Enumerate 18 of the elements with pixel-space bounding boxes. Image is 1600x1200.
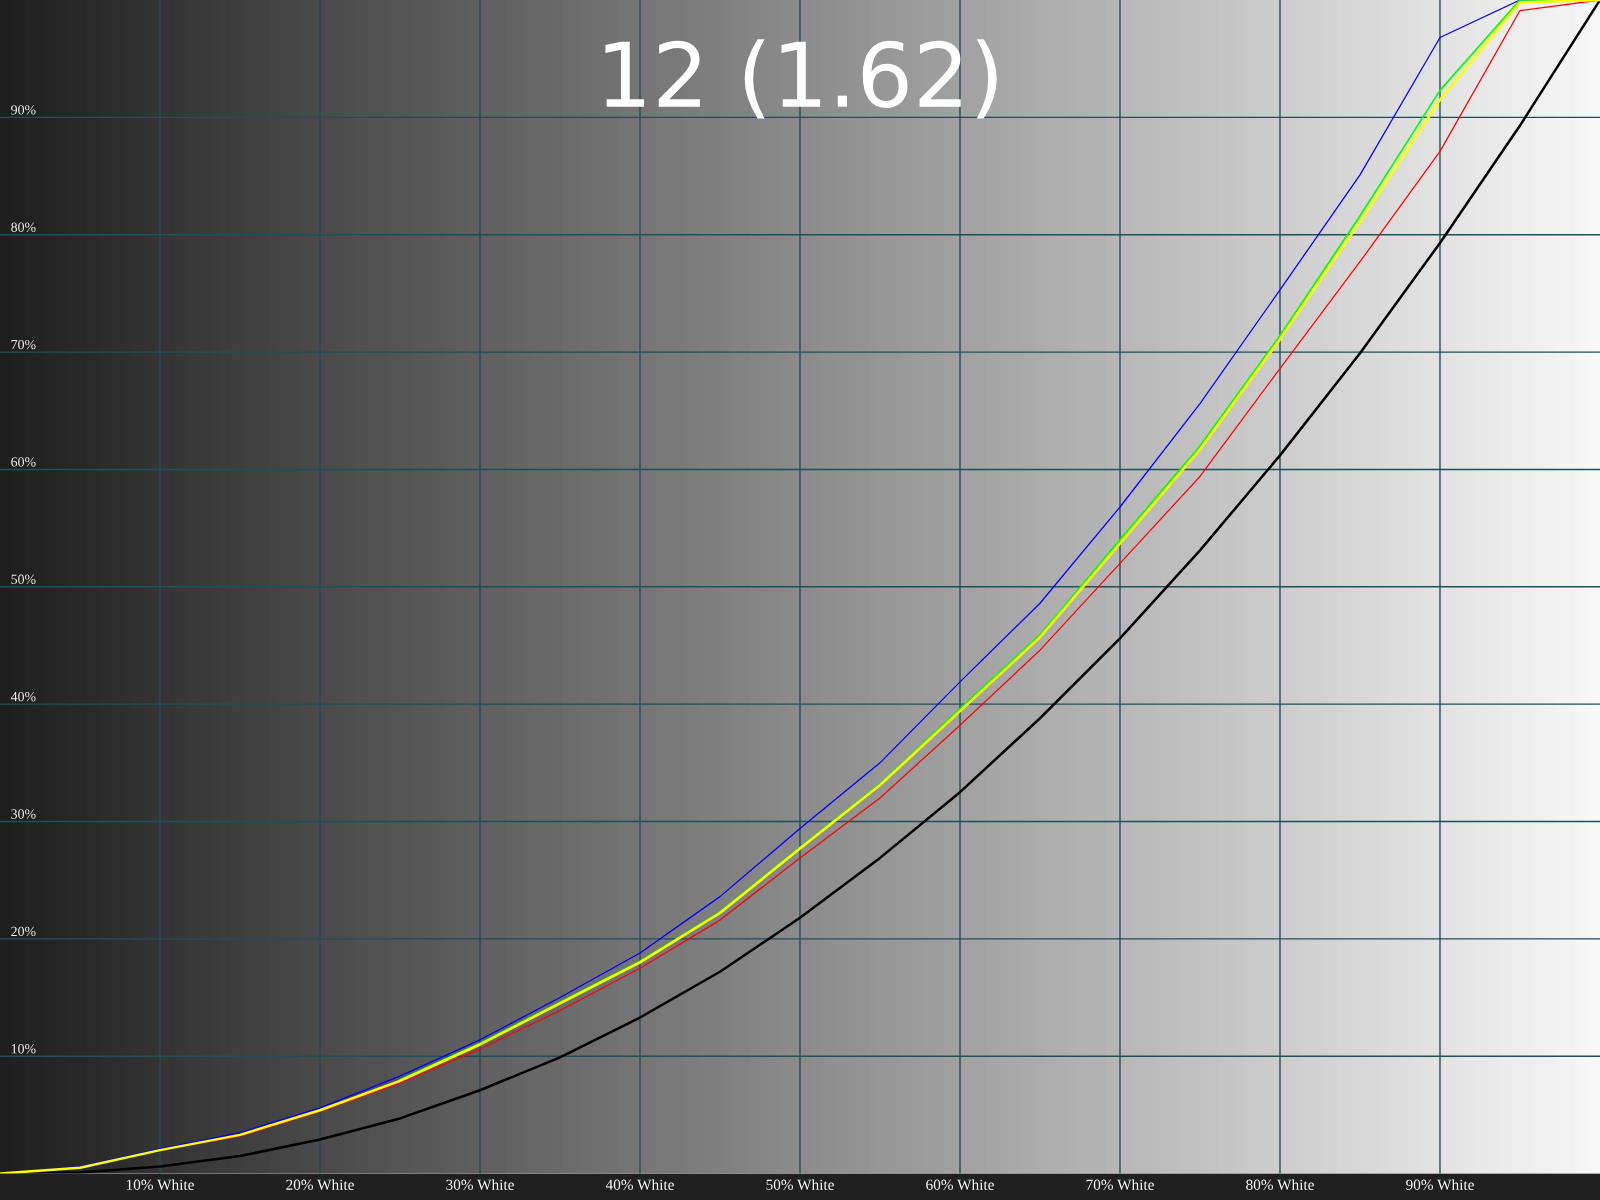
x-tick-label: 50% White [766, 1179, 834, 1190]
x-tick-label: 90% White [1406, 1179, 1474, 1190]
y-tick-label: 60% [11, 457, 36, 467]
y-tick-label: 30% [11, 809, 36, 819]
x-tick-label: 20% White [286, 1179, 354, 1190]
y-tick-label: 50% [11, 574, 36, 585]
y-tick-label: 20% [11, 926, 36, 937]
x-tick-label: 40% White [605, 1179, 674, 1190]
y-tick-label: 40% [10, 691, 36, 702]
y-tick-label: 90% [11, 105, 36, 115]
y-tick-label: 10% [11, 1044, 36, 1054]
x-tick-label: 30% White [446, 1179, 514, 1190]
x-tick-label: 80% White [1246, 1179, 1314, 1190]
x-tick-label: 70% White [1086, 1179, 1154, 1190]
x-tick-label: 10% White [126, 1179, 194, 1190]
y-tick-label: 70% [11, 339, 36, 350]
x-tick-label: 60% White [926, 1179, 994, 1190]
y-tick-label: 80% [11, 222, 36, 232]
